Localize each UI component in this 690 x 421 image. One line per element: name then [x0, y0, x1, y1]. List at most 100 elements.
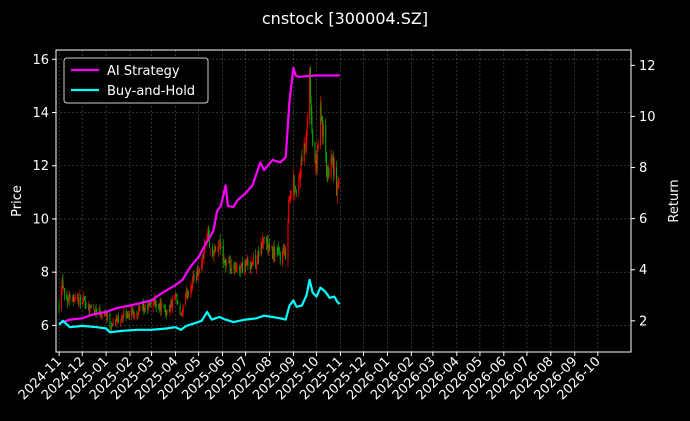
candle-body	[112, 321, 114, 326]
candle-body	[132, 310, 134, 314]
candle-body	[303, 142, 305, 163]
candle-body	[116, 318, 118, 321]
candle-body	[106, 314, 108, 319]
candle-body	[208, 235, 210, 248]
candle-body	[258, 250, 260, 257]
candle-body	[272, 248, 274, 259]
candle-body	[77, 296, 79, 304]
candle-body	[110, 327, 112, 329]
candle-body	[288, 200, 290, 223]
candle-body	[181, 310, 183, 316]
candle-body	[158, 307, 160, 309]
candle-body	[311, 114, 313, 132]
y-tick-label-left: 8	[41, 266, 49, 281]
candle-body	[90, 304, 92, 308]
candle-body	[218, 239, 220, 241]
candle-body	[255, 265, 257, 270]
candle-body	[245, 261, 247, 267]
candle-body	[68, 295, 70, 297]
candle-body	[332, 157, 334, 175]
candle-body	[174, 298, 176, 300]
candle-body	[203, 253, 205, 259]
candle-body	[306, 130, 308, 146]
candle-body	[276, 249, 278, 252]
candle-body	[319, 104, 321, 146]
candle-body	[327, 166, 329, 180]
candle-body	[87, 304, 89, 308]
candle-body	[80, 296, 82, 305]
candle-body	[149, 302, 151, 305]
candle-body	[168, 309, 170, 312]
candle-body	[98, 308, 100, 314]
candle-body	[185, 291, 187, 296]
candle-body	[110, 325, 112, 327]
candle-body	[198, 268, 200, 273]
buyhold-line	[58, 278, 341, 334]
candle-body	[85, 307, 87, 308]
candle-body	[120, 320, 122, 324]
candle-body	[131, 307, 133, 314]
candle-body	[289, 197, 291, 200]
candle-body	[290, 190, 292, 195]
candle-body	[257, 250, 259, 265]
candle-body	[181, 313, 183, 316]
candle-body	[121, 318, 123, 321]
candle-body	[174, 295, 176, 298]
right-axis: 2 4 6 8 10 12	[631, 59, 656, 329]
y-tick-label-right: 6	[639, 212, 647, 227]
candle-body	[139, 307, 141, 308]
candle-body	[153, 302, 155, 304]
candle-body	[238, 267, 240, 270]
candle-body	[314, 141, 316, 163]
candle-body	[100, 314, 102, 317]
candle-body	[89, 307, 91, 313]
candle-body	[191, 287, 193, 289]
candle-body	[94, 310, 96, 314]
candle-body	[127, 313, 129, 318]
candle-body	[322, 120, 324, 135]
candle-body	[320, 106, 322, 115]
candle-body	[127, 313, 129, 318]
candle-body	[152, 305, 154, 308]
candle-body	[69, 294, 71, 301]
candle-body	[117, 317, 119, 324]
candle-body	[67, 298, 69, 303]
candle-body	[73, 299, 75, 302]
candle-body	[217, 249, 219, 252]
candle-body	[299, 176, 301, 179]
candle-body	[123, 311, 125, 315]
candle-body	[255, 255, 257, 268]
candle-body	[138, 306, 140, 309]
candle-body	[202, 255, 204, 257]
candle-body	[155, 304, 157, 307]
candle-body	[101, 314, 103, 317]
candle-body	[105, 313, 107, 315]
candle-body	[287, 222, 289, 262]
candle-body	[284, 248, 286, 251]
candle-body	[171, 299, 173, 309]
candle-body	[193, 275, 195, 278]
candle-body	[78, 297, 80, 303]
candle-body	[267, 242, 269, 251]
candle-body	[88, 304, 90, 311]
candle-body	[262, 239, 264, 248]
candle-body	[63, 287, 65, 296]
candle-body	[177, 303, 179, 304]
candle-body	[333, 166, 335, 175]
candle-body	[128, 314, 130, 319]
chart-title: cnstock [300004.SZ]	[262, 9, 428, 28]
candle-body	[247, 259, 249, 266]
candle-body	[278, 247, 280, 253]
candle-body	[279, 251, 281, 262]
candle-body	[218, 241, 220, 251]
candle-body	[233, 263, 235, 269]
candle-body	[191, 282, 193, 288]
candle-body	[84, 299, 86, 309]
candle-body	[122, 314, 124, 319]
candle-body	[136, 312, 138, 315]
candle-body	[282, 252, 284, 264]
candle-body	[125, 311, 127, 318]
candle-body	[93, 309, 95, 311]
candle-body	[114, 319, 116, 322]
